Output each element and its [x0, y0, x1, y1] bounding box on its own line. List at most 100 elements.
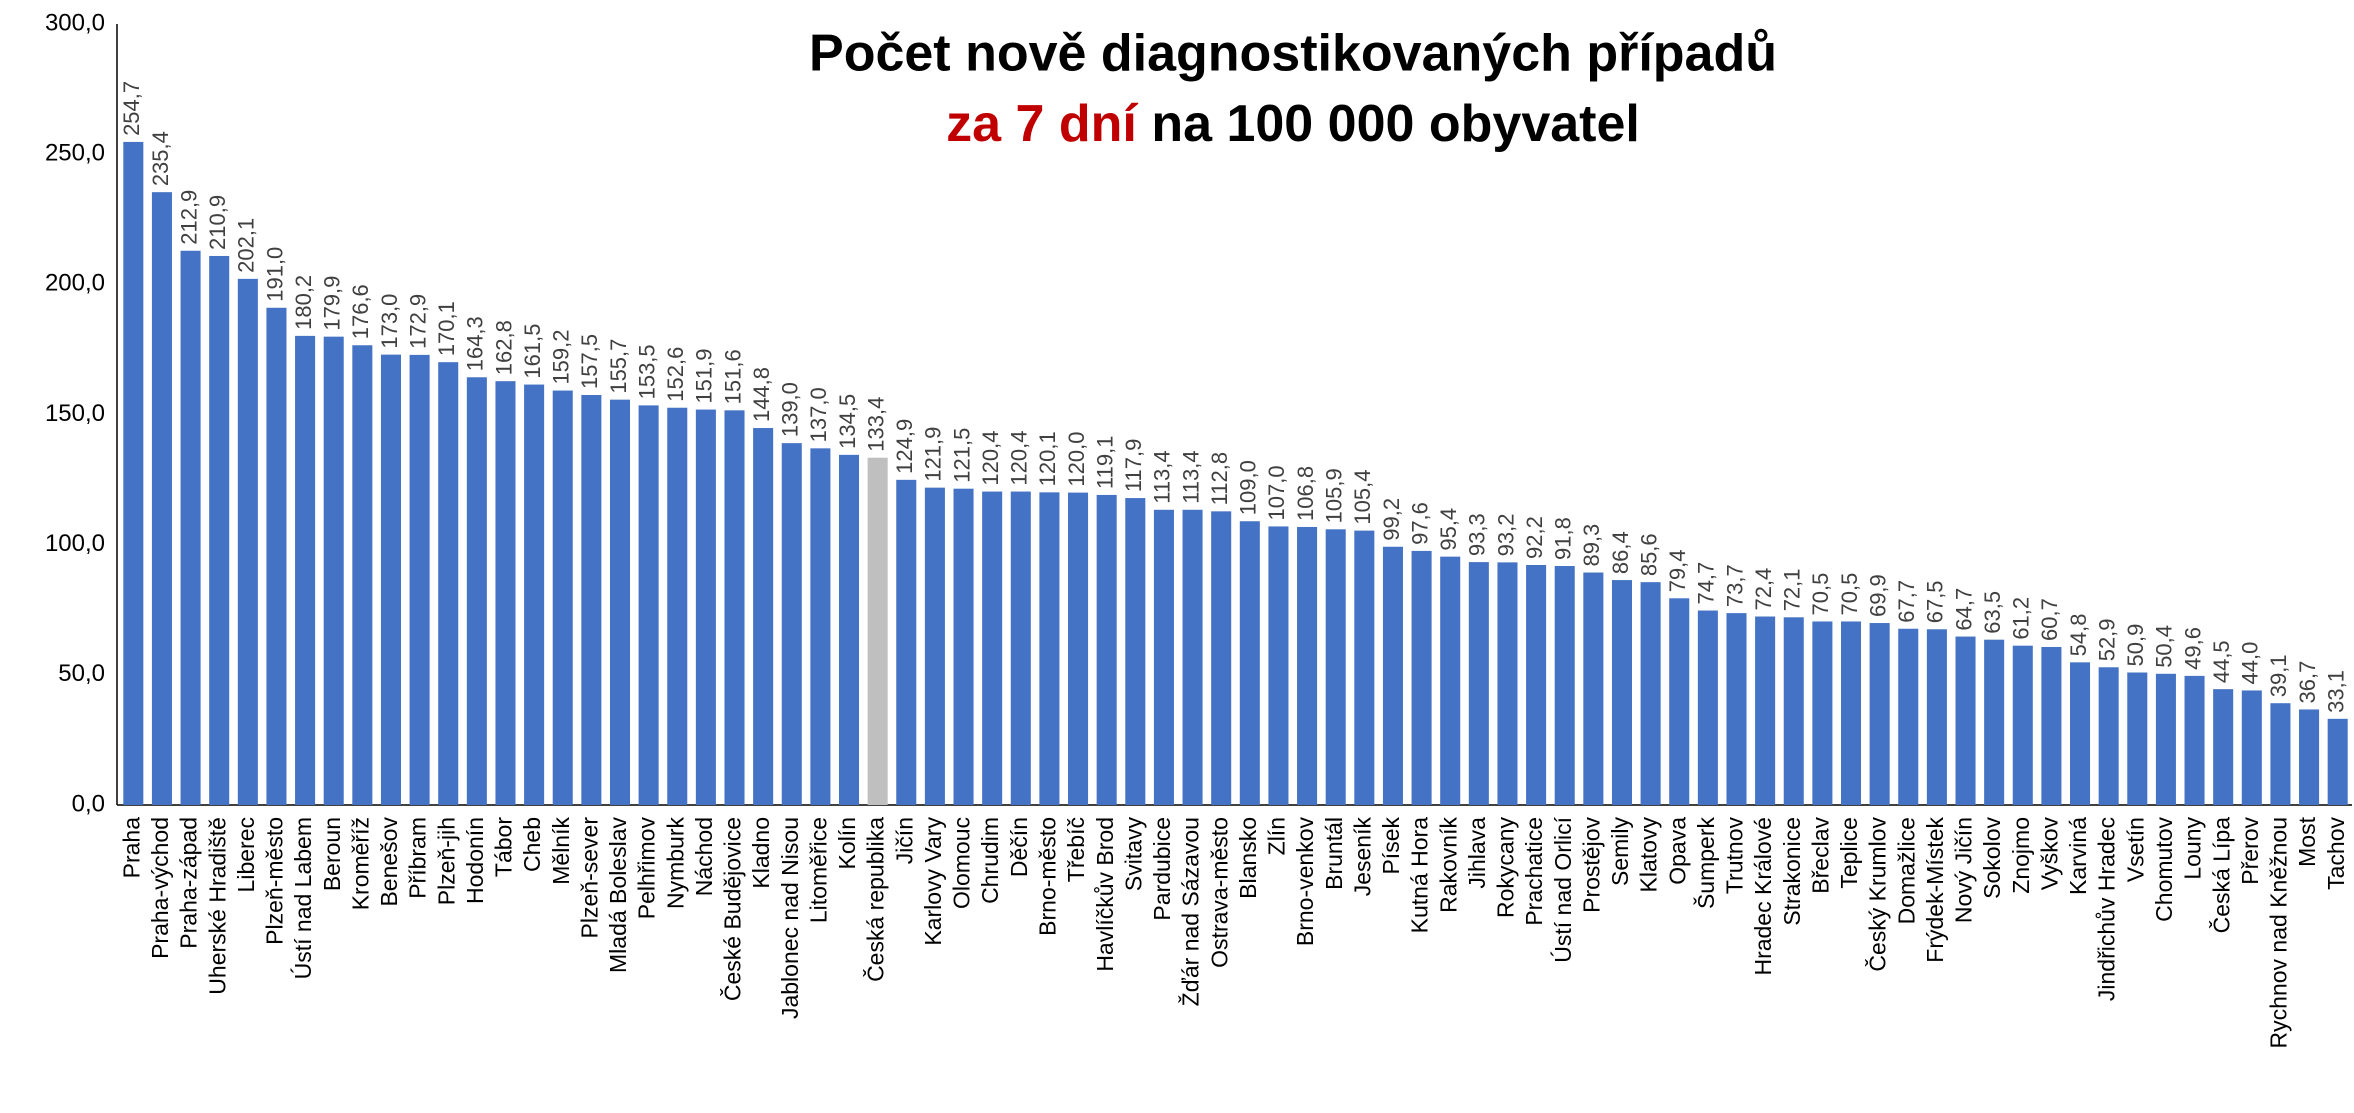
value-label: 120,1 — [1035, 431, 1060, 486]
value-label: 120,4 — [978, 430, 1003, 485]
value-label: 117,9 — [1121, 439, 1146, 492]
y-tick-label: 50,0 — [58, 660, 105, 687]
value-label: 119,1 — [1092, 436, 1117, 489]
bar — [2127, 672, 2148, 805]
x-tick-label: Česká Lípa — [2207, 817, 2234, 934]
x-tick-label: Písek — [1378, 817, 1404, 875]
value-label: 97,6 — [1407, 502, 1432, 545]
bar — [2070, 662, 2091, 805]
bar — [151, 192, 172, 805]
value-label: 93,2 — [1493, 514, 1518, 557]
x-tick-label: Třebíč — [1063, 817, 1089, 882]
bar — [924, 487, 945, 805]
x-tick-label: Benešov — [376, 817, 402, 907]
value-label: 74,7 — [1694, 562, 1719, 605]
chart-title: Počet nově diagnostikovaných případů — [809, 25, 1777, 83]
x-tick-label: Trutnov — [1722, 817, 1748, 895]
x-tick-label: Hodonín — [462, 817, 488, 904]
x-tick-label: Rakovník — [1435, 817, 1461, 913]
bar — [1984, 639, 2005, 805]
bar — [1840, 621, 1862, 805]
value-label: 172,9 — [405, 294, 430, 349]
bar — [295, 335, 316, 805]
x-tick-label: Beroun — [319, 817, 345, 891]
value-label: 161,5 — [520, 323, 545, 378]
bar — [1211, 511, 1232, 805]
value-label: 50,4 — [2152, 625, 2177, 668]
value-label: 99,2 — [1379, 498, 1404, 541]
value-label: 137,0 — [806, 387, 831, 442]
x-tick-label: Brno-město — [1034, 817, 1060, 936]
y-tick-label: 100,0 — [45, 530, 105, 557]
value-label: 39,1 — [2266, 654, 2291, 697]
bar — [1411, 550, 1432, 805]
bar — [209, 255, 230, 805]
value-label: 164,3 — [463, 316, 488, 371]
bar — [1382, 546, 1403, 805]
x-tick-label: Rychnov nad Kněžnou — [2266, 817, 2292, 1048]
x-tick-label: Česká republika — [862, 817, 889, 982]
value-label: 72,4 — [1751, 568, 1776, 611]
value-label: 107,0 — [1264, 465, 1289, 520]
x-tick-label: Rokycany — [1493, 817, 1519, 918]
value-label: 124,9 — [892, 419, 917, 474]
bar — [2155, 673, 2176, 805]
value-label: 85,6 — [1636, 533, 1661, 576]
bar — [1669, 598, 1690, 805]
value-label: 63,5 — [1980, 591, 2005, 634]
value-label: 73,7 — [1722, 564, 1747, 607]
bar — [1783, 617, 1804, 805]
chart-title-line2: za 7 dní na 100 000 obyvatel — [946, 95, 1640, 153]
value-label: 49,6 — [2180, 627, 2205, 670]
value-label: 109,0 — [1236, 460, 1261, 515]
x-tick-label: Semily — [1607, 817, 1633, 887]
x-tick-label: Teplice — [1836, 817, 1862, 889]
x-tick-label: Nymburk — [662, 817, 688, 910]
bar — [1926, 629, 1947, 805]
y-tick-label: 0,0 — [72, 790, 105, 817]
x-tick-label: Strakonice — [1779, 817, 1805, 926]
bar — [1239, 521, 1260, 805]
x-tick-label: Tachov — [2323, 817, 2349, 890]
bar — [123, 141, 144, 805]
bar — [2041, 646, 2062, 805]
x-tick-label: České Budějovice — [719, 817, 746, 1001]
value-label: 105,9 — [1322, 468, 1347, 523]
bar — [2299, 709, 2320, 805]
value-label: 139,0 — [778, 382, 803, 437]
title-highlight: za 7 dní — [946, 95, 1138, 153]
bar — [1898, 628, 1919, 805]
value-label: 153,5 — [634, 344, 659, 399]
value-label: 151,6 — [720, 349, 745, 404]
value-label: 157,5 — [577, 334, 602, 389]
x-tick-label: Jičín — [891, 817, 917, 864]
bar — [667, 407, 688, 805]
x-tick-label: Jeseník — [1349, 817, 1375, 897]
x-tick-label: Šumperk — [1692, 817, 1719, 910]
x-tick-label: Jindřichův Hradec — [2094, 817, 2120, 1001]
value-label: 44,5 — [2209, 640, 2234, 683]
bar — [1497, 562, 1518, 805]
bar — [896, 479, 917, 805]
value-label: 36,7 — [2295, 661, 2320, 704]
value-label: 176,6 — [348, 284, 373, 339]
value-label: 54,8 — [2066, 614, 2091, 657]
value-label: 134,5 — [835, 394, 860, 449]
value-label: 121,9 — [921, 427, 946, 482]
bar — [524, 384, 545, 805]
bar — [1125, 498, 1146, 805]
bar — [1955, 636, 1976, 805]
value-label: 44,0 — [2238, 642, 2263, 685]
bar — [2241, 690, 2262, 805]
y-tick-label: 300,0 — [45, 9, 105, 36]
value-label: 60,7 — [2037, 598, 2062, 641]
value-label: 61,2 — [2009, 597, 2034, 640]
y-tick-label: 200,0 — [45, 270, 105, 297]
bar — [2213, 689, 2234, 805]
value-label: 91,8 — [1551, 517, 1576, 560]
x-tick-label: Praha-východ — [147, 817, 173, 959]
value-label: 254,7 — [119, 81, 144, 136]
bar — [266, 307, 287, 805]
value-label: 106,8 — [1293, 466, 1318, 521]
